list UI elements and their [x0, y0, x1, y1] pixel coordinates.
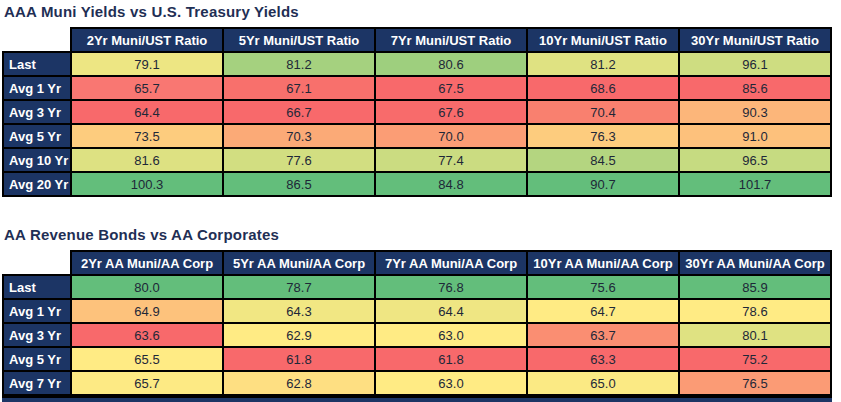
ratio-value-cell: 62.8 — [223, 371, 375, 395]
ratio-value-cell: 81.2 — [223, 52, 375, 76]
table-row: Avg 7 Yr65.762.863.065.076.5 — [3, 371, 831, 395]
aa-corp-table-title: AA Revenue Bonds vs AA Corporates — [4, 225, 841, 245]
ratio-value-cell: 64.7 — [527, 299, 679, 323]
row-label: Avg 1 Yr — [3, 76, 71, 100]
header-row: 2Yr Muni/UST Ratio5Yr Muni/UST Ratio7Yr … — [3, 28, 831, 52]
ratio-value-cell: 67.5 — [375, 76, 527, 100]
row-label: Avg 3 Yr — [3, 323, 71, 347]
ratio-value-cell: 70.3 — [223, 124, 375, 148]
ratio-value-cell: 100.3 — [71, 172, 223, 196]
row-label: Last — [3, 275, 71, 299]
ratio-value-cell: 73.5 — [71, 124, 223, 148]
ratio-value-cell: 85.9 — [679, 275, 831, 299]
ratio-value-cell: 76.8 — [375, 275, 527, 299]
muni-ratios-report: AAA Muni Yields vs U.S. Treasury Yields … — [0, 0, 841, 402]
row-label: Last — [3, 52, 71, 76]
ratio-value-cell: 96.1 — [679, 52, 831, 76]
ratio-value-cell: 75.2 — [679, 347, 831, 371]
ratio-value-cell: 76.5 — [679, 371, 831, 395]
table-row: Avg 3 Yr64.466.767.670.490.3 — [3, 100, 831, 124]
ratio-value-cell: 62.9 — [223, 323, 375, 347]
table-row: Avg 1 Yr64.964.364.464.778.6 — [3, 299, 831, 323]
ratio-value-cell: 75.6 — [527, 275, 679, 299]
ratio-value-cell: 68.6 — [527, 76, 679, 100]
ratio-value-cell: 90.3 — [679, 100, 831, 124]
ratio-value-cell: 70.4 — [527, 100, 679, 124]
column-header: 5Yr Muni/UST Ratio — [223, 28, 375, 52]
table-row: Avg 5 Yr73.570.370.076.391.0 — [3, 124, 831, 148]
ratio-value-cell: 81.2 — [527, 52, 679, 76]
table-row: Avg 3 Yr63.662.963.063.780.1 — [3, 323, 831, 347]
ratio-value-cell: 80.6 — [375, 52, 527, 76]
ratio-value-cell: 84.5 — [527, 148, 679, 172]
ratio-value-cell: 101.7 — [679, 172, 831, 196]
ratio-value-cell: 80.1 — [679, 323, 831, 347]
ratio-value-cell: 64.4 — [375, 299, 527, 323]
row-label: Avg 3 Yr — [3, 100, 71, 124]
ratio-value-cell: 63.3 — [527, 347, 679, 371]
row-label: Avg 10 Yr — [3, 148, 71, 172]
ratio-value-cell: 65.0 — [527, 371, 679, 395]
row-label: Avg 5 Yr — [3, 124, 71, 148]
ratio-value-cell: 80.0 — [71, 275, 223, 299]
row-label: Avg 20 Yr — [3, 172, 71, 196]
muni-ust-section: AAA Muni Yields vs U.S. Treasury Yields … — [2, 2, 841, 197]
ratio-value-cell: 81.6 — [71, 148, 223, 172]
corner-spacer — [3, 251, 71, 275]
ratio-value-cell: 67.6 — [375, 100, 527, 124]
table-row: Last79.181.280.681.296.1 — [3, 52, 831, 76]
ratio-value-cell: 78.6 — [679, 299, 831, 323]
ratio-value-cell: 64.4 — [71, 100, 223, 124]
ratio-value-cell: 90.7 — [527, 172, 679, 196]
column-header: 7Yr Muni/UST Ratio — [375, 28, 527, 52]
ratio-value-cell: 84.8 — [375, 172, 527, 196]
column-header: 30Yr AA Muni/AA Corp — [679, 251, 831, 275]
row-label: Avg 7 Yr — [3, 371, 71, 395]
ratio-value-cell: 66.7 — [223, 100, 375, 124]
table-row: Avg 5 Yr65.561.861.863.375.2 — [3, 347, 831, 371]
row-label: Avg 5 Yr — [3, 347, 71, 371]
column-header: 10Yr AA Muni/AA Corp — [527, 251, 679, 275]
table-row: Avg 20 Yr100.386.584.890.7101.7 — [3, 172, 831, 196]
muni-ust-table-title: AAA Muni Yields vs U.S. Treasury Yields — [4, 2, 841, 22]
ratio-value-cell: 85.6 — [679, 76, 831, 100]
table-row: Last80.078.776.875.685.9 — [3, 275, 831, 299]
ratio-value-cell: 79.1 — [71, 52, 223, 76]
table-row: Avg 1 Yr65.767.167.568.685.6 — [3, 76, 831, 100]
ratio-value-cell: 76.3 — [527, 124, 679, 148]
ratio-value-cell: 77.4 — [375, 148, 527, 172]
ratio-value-cell: 64.3 — [223, 299, 375, 323]
ratio-value-cell: 64.9 — [71, 299, 223, 323]
ratio-value-cell: 78.7 — [223, 275, 375, 299]
column-header: 5Yr AA Muni/AA Corp — [223, 251, 375, 275]
corner-spacer — [3, 28, 71, 52]
ratio-value-cell: 77.6 — [223, 148, 375, 172]
muni-ust-table: 2Yr Muni/UST Ratio5Yr Muni/UST Ratio7Yr … — [2, 27, 832, 197]
column-header: 30Yr Muni/UST Ratio — [679, 28, 831, 52]
ratio-value-cell: 67.1 — [223, 76, 375, 100]
column-header: 10Yr Muni/UST Ratio — [527, 28, 679, 52]
ratio-value-cell: 63.0 — [375, 371, 527, 395]
ratio-value-cell: 86.5 — [223, 172, 375, 196]
row-label: Avg 1 Yr — [3, 299, 71, 323]
column-header: 7Yr AA Muni/AA Corp — [375, 251, 527, 275]
ratio-value-cell: 61.8 — [375, 347, 527, 371]
ratio-value-cell: 65.5 — [71, 347, 223, 371]
ratio-value-cell: 63.6 — [71, 323, 223, 347]
ratio-value-cell: 65.7 — [71, 76, 223, 100]
ratio-value-cell: 63.0 — [375, 323, 527, 347]
column-header: 2Yr Muni/UST Ratio — [71, 28, 223, 52]
table-row: Avg 10 Yr81.677.677.484.596.5 — [3, 148, 831, 172]
ratio-value-cell: 61.8 — [223, 347, 375, 371]
ratio-value-cell: 70.0 — [375, 124, 527, 148]
column-header: 2Yr AA Muni/AA Corp — [71, 251, 223, 275]
aa-corp-section: AA Revenue Bonds vs AA Corporates 2Yr AA… — [2, 225, 841, 402]
ratio-value-cell: 65.7 — [71, 371, 223, 395]
cutoff-next-row-strip — [2, 396, 832, 402]
header-row: 2Yr AA Muni/AA Corp5Yr AA Muni/AA Corp7Y… — [3, 251, 831, 275]
ratio-value-cell: 91.0 — [679, 124, 831, 148]
ratio-value-cell: 63.7 — [527, 323, 679, 347]
ratio-value-cell: 96.5 — [679, 148, 831, 172]
aa-corp-table: 2Yr AA Muni/AA Corp5Yr AA Muni/AA Corp7Y… — [2, 250, 832, 396]
